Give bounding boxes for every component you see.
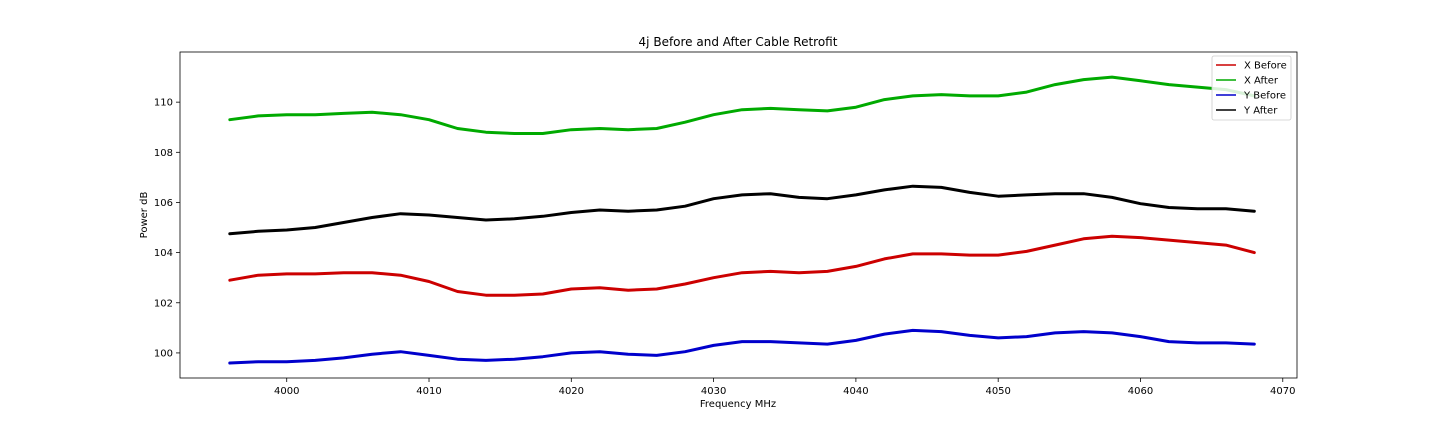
y-tick-label: 110 bbox=[154, 98, 173, 109]
y-tick-label: 108 bbox=[154, 148, 173, 159]
x-axis-label: Frequency MHz bbox=[700, 399, 776, 410]
x-tick-label: 4070 bbox=[1270, 386, 1295, 397]
plot-area-frame bbox=[179, 51, 1298, 379]
x-tick-label: 4030 bbox=[701, 386, 726, 397]
legend-label: X After bbox=[1244, 76, 1279, 87]
x-axis: 4000 4010 4020 4030 4040 4050 4060 4070 bbox=[274, 378, 1295, 397]
legend: X Before X After Y Before Y After bbox=[1211, 55, 1292, 121]
series-line-x-after bbox=[228, 75, 1256, 135]
y-axis: 100 102 104 106 108 110 bbox=[154, 98, 180, 359]
y-tick-label: 102 bbox=[154, 298, 173, 309]
legend-label: Y After bbox=[1243, 106, 1278, 117]
x-tick-label: 4010 bbox=[416, 386, 441, 397]
chart-title: 4j Before and After Cable Retrofit bbox=[639, 35, 838, 49]
legend-label: Y Before bbox=[1243, 91, 1286, 102]
y-tick-label: 104 bbox=[154, 248, 173, 259]
y-tick-label: 100 bbox=[154, 348, 173, 359]
legend-label: X Before bbox=[1244, 61, 1287, 72]
series-line-x-before bbox=[228, 234, 1256, 297]
legend-frame bbox=[1211, 55, 1292, 121]
y-tick-label: 106 bbox=[154, 198, 173, 209]
series-layer bbox=[228, 75, 1256, 365]
x-tick-label: 4050 bbox=[985, 386, 1010, 397]
y-axis-label: Power dB bbox=[139, 192, 150, 239]
x-tick-label: 4040 bbox=[843, 386, 868, 397]
series-line-y-before bbox=[228, 328, 1256, 365]
series-line-y-after bbox=[228, 184, 1256, 236]
x-tick-label: 4060 bbox=[1128, 386, 1153, 397]
x-tick-label: 4000 bbox=[274, 386, 299, 397]
x-tick-label: 4020 bbox=[559, 386, 584, 397]
